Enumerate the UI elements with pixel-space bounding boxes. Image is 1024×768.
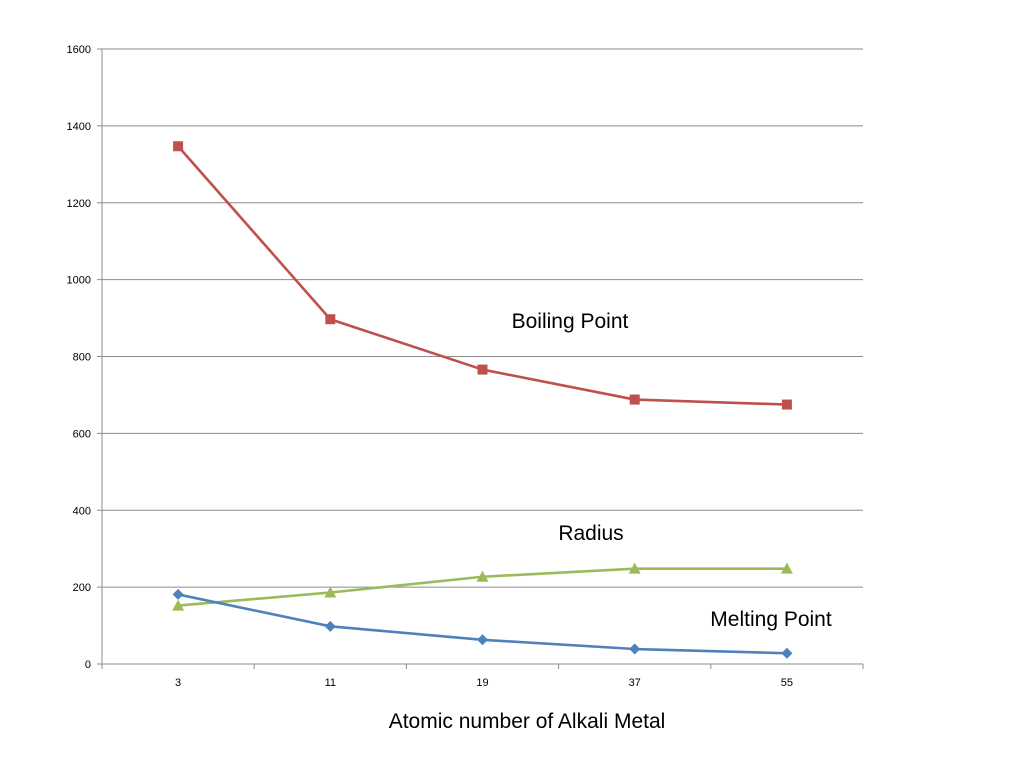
y-tick-label: 800 [73, 352, 91, 364]
x-tick-label: 3 [175, 677, 181, 689]
data-point-melting-point-37 [629, 643, 641, 655]
data-point-radius-3 [172, 599, 185, 611]
x-tick-label: 19 [476, 677, 488, 689]
data-point-boiling-point-55 [781, 399, 792, 410]
data-point-melting-point-55 [781, 647, 793, 659]
data-point-melting-point-11 [324, 620, 336, 632]
annotation-boiling-point: Boiling Point [512, 310, 629, 333]
y-tick-label: 1000 [67, 275, 91, 287]
data-point-radius-19 [476, 570, 489, 582]
x-axis-title: Atomic number of Alkali Metal [389, 710, 666, 733]
annotation-melting-point: Melting Point [710, 608, 832, 631]
y-tick-label: 0 [85, 659, 91, 671]
data-point-radius-37 [628, 562, 641, 574]
data-point-boiling-point-19 [477, 364, 488, 375]
y-tick-label: 600 [73, 428, 91, 440]
y-tick-label: 400 [73, 505, 91, 517]
labels: Boiling Point Radius Melting Point Atomi… [67, 44, 832, 733]
data-point-melting-point-3 [172, 588, 184, 600]
data-point-melting-point-19 [477, 634, 488, 646]
gridlines [102, 48, 863, 588]
data-point-boiling-point-11 [325, 314, 336, 325]
data-point-boiling-point-3 [173, 141, 184, 152]
data-point-radius-11 [324, 586, 337, 598]
series-markers [172, 141, 793, 659]
axes [97, 48, 864, 669]
x-tick-label: 37 [629, 677, 641, 689]
y-tick-label: 1200 [67, 198, 91, 210]
x-tick-label: 11 [325, 677, 336, 689]
x-tick-label: 55 [781, 677, 793, 689]
data-point-boiling-point-37 [629, 394, 640, 405]
y-tick-label: 1600 [67, 44, 91, 56]
y-tick-label: 200 [73, 582, 91, 594]
annotation-radius: Radius [558, 522, 623, 545]
data-point-radius-55 [780, 562, 793, 574]
y-tick-label: 1400 [67, 121, 91, 133]
